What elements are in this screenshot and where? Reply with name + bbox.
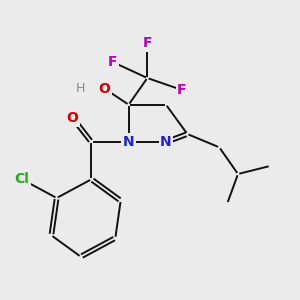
Text: N: N: [160, 135, 172, 149]
Text: F: F: [177, 83, 187, 97]
Text: O: O: [67, 111, 79, 125]
Text: H: H: [76, 82, 86, 95]
Text: O: O: [99, 82, 111, 96]
Text: F: F: [108, 55, 117, 69]
Text: F: F: [142, 36, 152, 50]
Text: H: H: [76, 82, 86, 95]
Text: Cl: Cl: [15, 172, 29, 186]
Text: N: N: [123, 135, 134, 149]
